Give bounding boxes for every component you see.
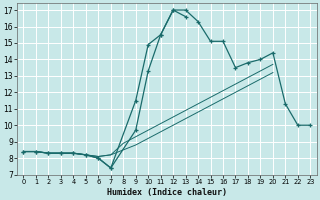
X-axis label: Humidex (Indice chaleur): Humidex (Indice chaleur) (107, 188, 227, 197)
